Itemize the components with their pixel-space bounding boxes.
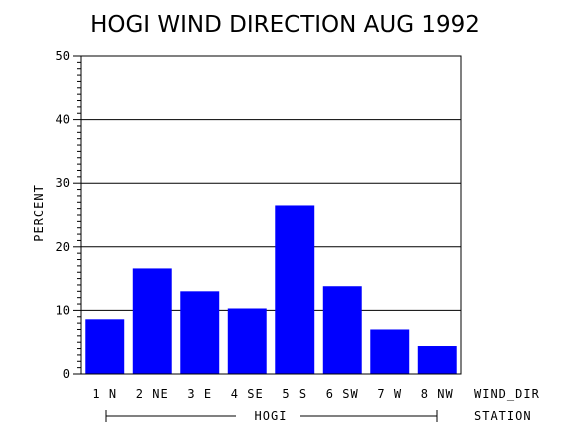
x-category-label-5: 5 S <box>282 387 307 401</box>
bar-3 <box>180 291 220 374</box>
y-axis: 0 10 20 30 40 50 <box>56 49 81 381</box>
chart-title: HOGI WIND DIRECTION AUG 1992 <box>90 12 480 38</box>
bar-6 <box>322 286 362 374</box>
station-axis-label: STATION <box>474 409 532 423</box>
station-group-label: HOGI <box>255 409 288 423</box>
y-tick-label-0: 0 <box>63 367 70 381</box>
x-axis-categories: 1 N 2 NE 3 E 4 SE 5 S 6 SW 7 W 8 NW <box>92 387 454 401</box>
x-category-label-7: 7 W <box>377 387 402 401</box>
y-tick-label-2: 20 <box>56 240 70 254</box>
y-tick-label-4: 40 <box>56 113 70 127</box>
bar-8 <box>417 346 457 374</box>
x-category-label-3: 3 E <box>187 387 212 401</box>
bar-5 <box>275 205 315 374</box>
bar-4 <box>227 308 267 374</box>
x-category-label-6: 6 SW <box>326 387 359 401</box>
y-tick-label-3: 30 <box>56 176 70 190</box>
station-group: HOGI <box>105 409 438 423</box>
bar-2 <box>132 268 172 374</box>
y-axis-label: PERCENT <box>32 184 46 242</box>
x-category-label-1: 1 N <box>92 387 117 401</box>
bar-1 <box>85 319 125 374</box>
bars <box>85 205 457 374</box>
y-tick-label-1: 10 <box>56 303 70 317</box>
x-category-label-4: 4 SE <box>231 387 264 401</box>
bar-7 <box>370 329 410 374</box>
x-category-label-8: 8 NW <box>421 387 454 401</box>
y-tick-label-5: 50 <box>56 49 70 63</box>
x-category-label-2: 2 NE <box>136 387 169 401</box>
x-axis-label: WIND_DIR <box>474 387 540 401</box>
